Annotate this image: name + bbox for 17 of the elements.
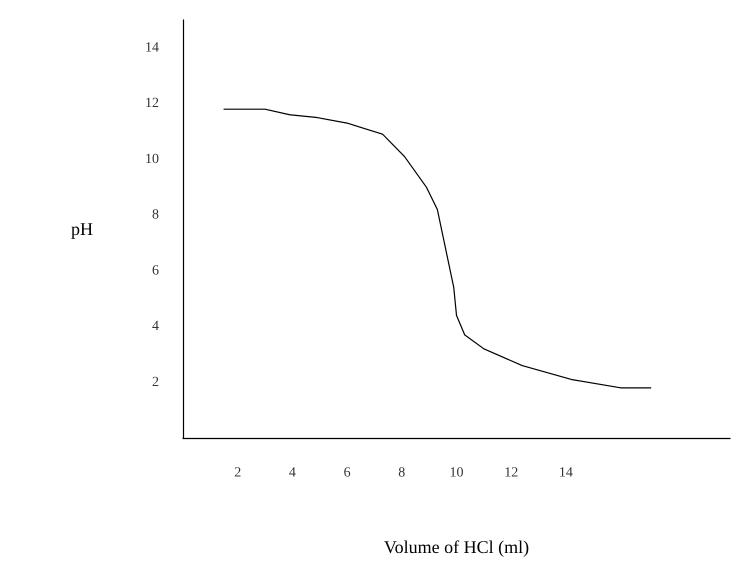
x-tick-label: 14 bbox=[558, 466, 573, 480]
x-tick-label: 10 bbox=[450, 466, 464, 480]
y-tick-label: 4 bbox=[152, 319, 159, 334]
x-tick-label: 6 bbox=[344, 466, 351, 480]
x-tick-label: 2 bbox=[234, 466, 242, 480]
y-tick-label: 8 bbox=[152, 208, 159, 223]
line-series bbox=[223, 108, 652, 388]
y-tick-label: 12 bbox=[145, 96, 159, 112]
x-axis-title: Volume of HCl (ml) bbox=[384, 537, 530, 557]
x-tick-label: 4 bbox=[288, 466, 296, 480]
x-tick-label: 8 bbox=[398, 466, 406, 480]
x-tick-label: 12 bbox=[504, 466, 518, 480]
y-tick-label: 2 bbox=[152, 374, 159, 390]
y-tick-label: 6 bbox=[152, 263, 159, 278]
y-tick-label: 14 bbox=[145, 40, 159, 56]
y-tick-label: 10 bbox=[145, 152, 159, 167]
y-axis-title: pH bbox=[71, 219, 93, 239]
